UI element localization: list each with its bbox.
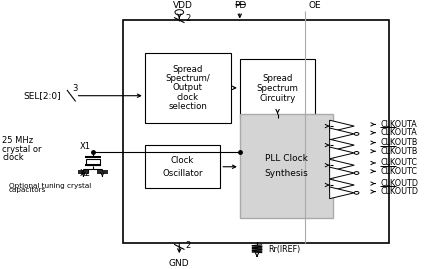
Text: clock: clock [2,153,24,162]
Text: Spectrum/: Spectrum/ [165,74,210,83]
Text: 25 MHz: 25 MHz [2,136,33,144]
Text: OE: OE [309,1,321,10]
Polygon shape [330,187,354,199]
Circle shape [354,172,359,174]
Polygon shape [330,120,354,132]
Text: CLKOUTD: CLKOUTD [380,187,418,196]
Bar [123,20,389,243]
Text: Spread: Spread [173,65,203,74]
Text: CLKOUTA: CLKOUTA [380,120,417,129]
Text: CLKOUTB: CLKOUTB [380,138,418,147]
Polygon shape [330,167,354,179]
Circle shape [175,10,184,15]
Text: capacitors: capacitors [9,187,46,193]
Text: Spectrum: Spectrum [257,84,299,93]
Text: 2: 2 [186,240,191,250]
Polygon shape [330,159,354,171]
Text: Optional tuning crystal: Optional tuning crystal [9,183,91,189]
Text: Circuitry: Circuitry [260,94,295,104]
Text: Spread: Spread [262,74,293,83]
Text: CLKOUTC: CLKOUTC [380,167,417,176]
Bar [240,114,333,218]
Text: CLKOUTA: CLKOUTA [380,128,417,137]
Circle shape [354,192,359,194]
Text: CLKOUTB: CLKOUTB [380,147,418,156]
Text: crystal or: crystal or [2,145,41,154]
Text: Rr(IREF): Rr(IREF) [268,245,300,253]
Polygon shape [330,128,354,140]
Polygon shape [330,139,354,151]
Text: Synthesis: Synthesis [264,169,308,178]
Text: CLKOUTC: CLKOUTC [380,158,417,168]
Text: GND: GND [169,259,190,268]
Bar [240,59,315,118]
Text: 2: 2 [186,14,191,23]
Text: PD: PD [234,1,246,10]
Text: Output: Output [173,83,203,92]
Text: CLKOUTD: CLKOUTD [380,179,418,188]
Text: PLL Clock: PLL Clock [265,154,308,163]
Text: Clock: Clock [171,156,194,165]
Text: VDD: VDD [173,1,193,10]
Bar [86,159,100,165]
Text: SEL[2:0]: SEL[2:0] [24,91,61,100]
Bar [145,53,231,123]
Text: Oscillator: Oscillator [162,169,203,178]
Polygon shape [330,147,354,159]
Text: X1: X1 [80,141,91,151]
Polygon shape [330,179,354,191]
Circle shape [354,151,359,154]
Text: 3: 3 [73,84,78,93]
Circle shape [354,133,359,135]
Text: selection: selection [168,102,207,111]
Text: X2: X2 [80,169,91,178]
Bar [145,145,220,188]
Text: clock: clock [177,93,199,102]
